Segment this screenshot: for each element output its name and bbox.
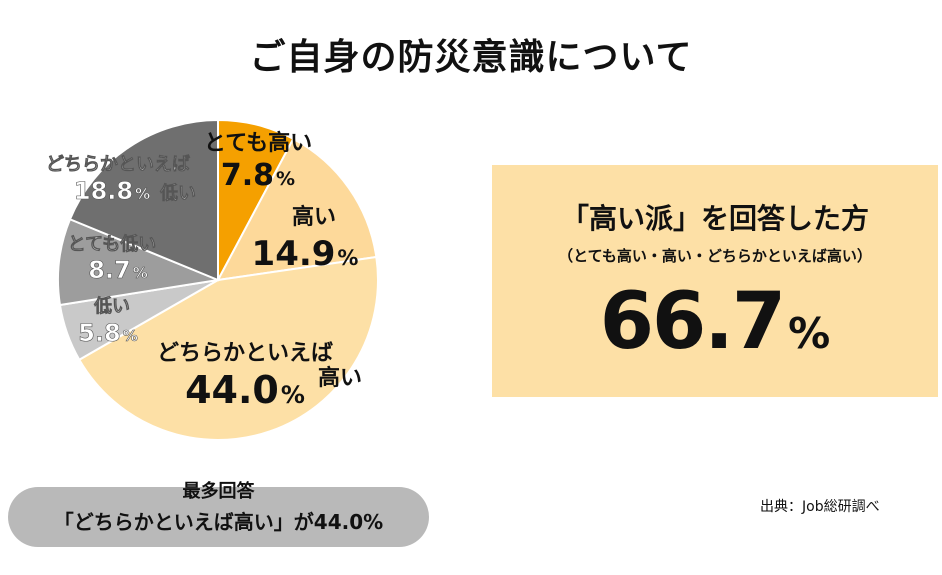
- slice-value-3: 5.8%: [78, 319, 138, 347]
- slice-value-4: 8.7%: [88, 256, 148, 284]
- summary-number: 66.7: [599, 277, 786, 367]
- pie-slice-2: [77, 255, 379, 441]
- slice-label-2-line2: 高い: [318, 365, 362, 391]
- slice-value-1: 14.9%: [252, 234, 359, 274]
- slice-value-2: 44.0%: [185, 368, 305, 412]
- summary-heading: 「高い派」を回答した方: [560, 202, 869, 235]
- pie-slices: [57, 118, 379, 441]
- slice-label-5-line2: 低い: [159, 182, 196, 204]
- top-answer-text: 「どちらかといえば高い」が44.0%: [53, 510, 384, 534]
- slice-label-2-line1: どちらかといえば: [157, 341, 333, 366]
- slice-label-1: 高い: [292, 204, 336, 230]
- top-answer-pill: [8, 487, 429, 547]
- summary-subheading: （とても高い・高い・どちらかといえば高い）: [558, 247, 872, 265]
- summary-value: 66.7%: [492, 277, 938, 367]
- summary-unit: %: [788, 309, 831, 358]
- top-answer-heading: 最多回答: [182, 481, 255, 502]
- slice-value-0: 7.8%: [221, 158, 295, 193]
- slice-label-0: とても高い: [204, 130, 312, 156]
- summary-box: 「高い派」を回答した方 （とても高い・高い・どちらかといえば高い） 66.7%: [492, 165, 938, 397]
- slice-label-4: とても低い: [68, 233, 157, 255]
- pie-slice-5: [68, 118, 219, 282]
- slice-value-5: 18.8%: [74, 177, 150, 205]
- slice-label-3: 低い: [93, 295, 130, 317]
- pie-slice-1: [216, 137, 378, 282]
- source-note: 出典：Job総研調べ: [760, 499, 880, 515]
- slice-label-5-line1: どちらかといえば: [46, 154, 190, 175]
- pie-slice-4: [57, 217, 222, 307]
- chart-title: ご自身の防災意識について: [249, 37, 693, 78]
